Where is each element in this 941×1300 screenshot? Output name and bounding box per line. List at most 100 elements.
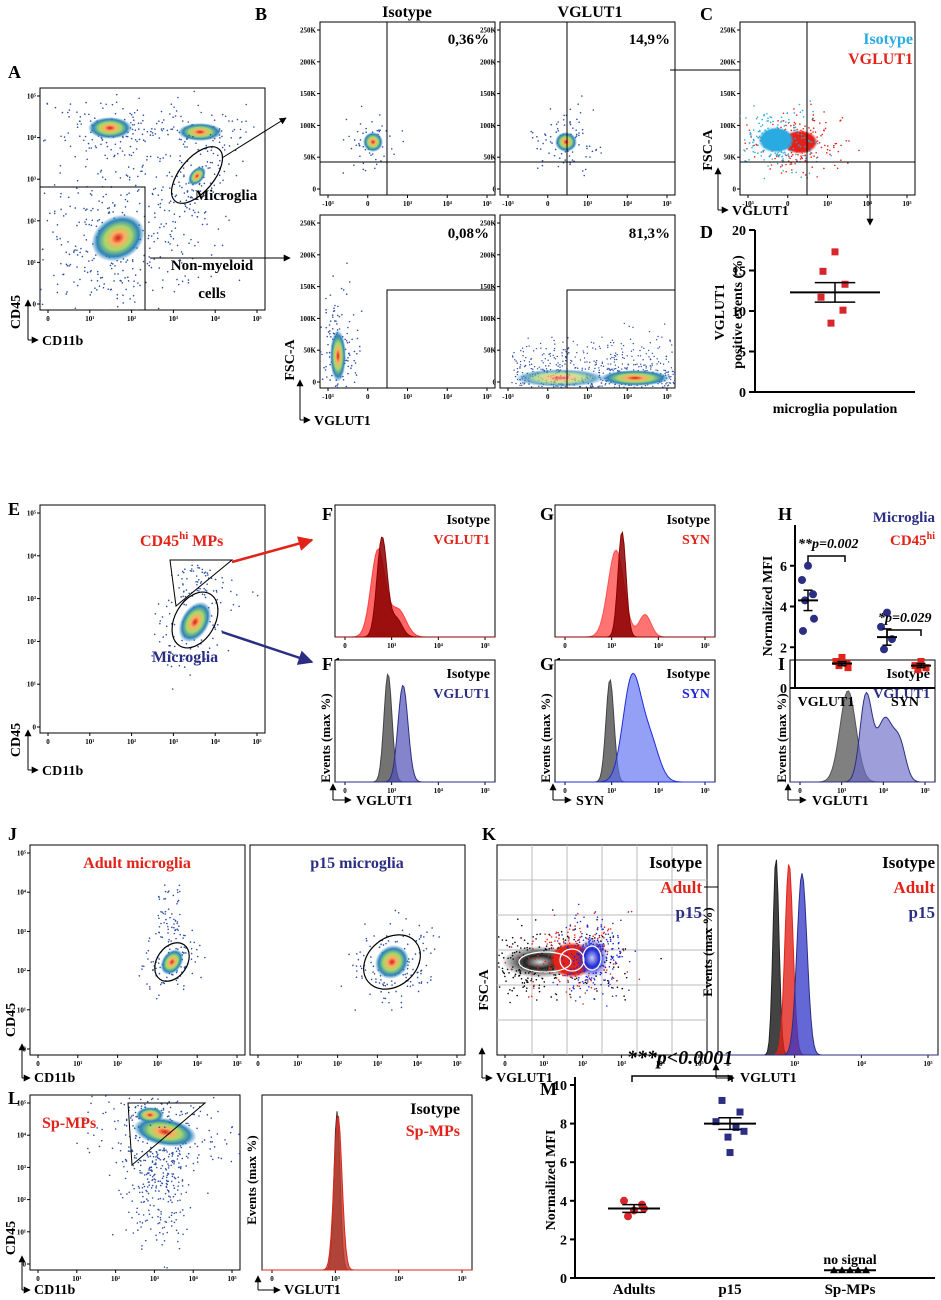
event-dot — [91, 138, 94, 141]
event-dot — [137, 122, 140, 125]
event-dot — [577, 912, 579, 915]
event-dot — [159, 256, 162, 258]
label: p15 microglia — [310, 855, 403, 872]
event-dot — [60, 192, 62, 195]
event-dot — [120, 280, 122, 282]
tick-label: 10³ — [403, 393, 412, 401]
event-dot — [176, 1158, 179, 1160]
event-dot — [519, 382, 522, 385]
tick-label: 10⁵ — [252, 738, 261, 746]
event-dot — [124, 198, 127, 201]
event-dot — [74, 307, 77, 310]
event-dot — [178, 664, 181, 667]
event-dot — [131, 1200, 133, 1202]
tick-label: 10⁵ — [482, 200, 491, 208]
event-dot — [142, 260, 145, 263]
event-dot — [49, 212, 51, 215]
event-dot — [553, 356, 555, 359]
event-dot — [351, 338, 353, 341]
density — [88, 117, 132, 139]
event-dot — [640, 363, 642, 365]
event-dot — [168, 209, 171, 212]
tick-label: 50K — [484, 347, 497, 355]
data-point — [844, 664, 852, 672]
event-dot — [569, 973, 571, 976]
event-dot — [83, 113, 86, 115]
event-dot — [570, 972, 573, 974]
event-dot — [400, 1006, 403, 1009]
plot-area — [727, 100, 860, 180]
event-dot — [146, 1219, 148, 1222]
event-dot — [230, 609, 232, 611]
event-dot — [649, 358, 652, 360]
event-dot — [363, 954, 365, 957]
event-dot — [167, 133, 169, 136]
event-dot — [665, 355, 667, 357]
density — [363, 132, 383, 152]
event-dot — [544, 365, 547, 367]
event-dot — [355, 374, 358, 376]
event-dot — [770, 164, 773, 166]
event-dot — [163, 209, 166, 212]
event-dot — [170, 128, 172, 131]
event-dot — [66, 291, 68, 293]
event-dot — [538, 366, 540, 368]
tick-label: 10¹ — [27, 259, 36, 267]
event-dot — [198, 590, 200, 592]
tick-label: 100K — [480, 315, 497, 323]
event-dot — [520, 924, 523, 927]
event-dot — [605, 938, 608, 941]
event-dot — [122, 294, 124, 297]
event-dot — [196, 948, 198, 951]
event-dot — [194, 211, 196, 214]
event-dot — [69, 263, 72, 266]
event-dot — [90, 1102, 92, 1105]
event-dot — [782, 120, 785, 122]
event-dot — [471, 933, 473, 935]
data-point — [798, 576, 806, 585]
event-dot — [776, 153, 778, 155]
event-dot — [375, 981, 377, 983]
event-dot — [180, 1110, 182, 1113]
y-tick-label: 0 — [739, 386, 746, 401]
event-dot — [184, 146, 186, 148]
event-dot — [516, 918, 519, 920]
event-dot — [128, 176, 131, 179]
data-point — [726, 1149, 734, 1157]
event-dot — [68, 116, 70, 118]
event-dot — [68, 265, 70, 267]
event-dot — [204, 658, 206, 660]
event-dot — [334, 304, 336, 307]
event-dot — [170, 665, 173, 668]
event-dot — [727, 112, 729, 114]
event-dot — [594, 911, 597, 913]
tick-label: 0 — [798, 787, 802, 795]
event-dot — [166, 1183, 169, 1186]
event-dot — [793, 129, 795, 132]
event-dot — [761, 124, 764, 126]
event-dot — [169, 916, 171, 919]
event-dot — [105, 309, 107, 310]
event-dot — [41, 248, 44, 251]
event-dot — [98, 285, 101, 287]
event-dot — [142, 114, 145, 117]
event-dot — [198, 1154, 200, 1156]
event-dot — [555, 364, 558, 366]
tick-label: 10⁵ — [662, 393, 671, 401]
event-dot — [167, 599, 170, 602]
event-dot — [567, 348, 569, 350]
event-dot — [175, 110, 178, 112]
event-dot — [568, 155, 571, 157]
event-dot — [793, 126, 795, 129]
tick-label: 10⁵ — [480, 642, 489, 650]
event-dot — [583, 357, 586, 359]
event-dot — [362, 168, 365, 171]
event-dot — [253, 126, 255, 128]
event-dot — [176, 921, 179, 923]
event-dot — [359, 951, 361, 953]
event-dot — [626, 971, 629, 973]
event-dot — [657, 369, 659, 372]
event-dot — [173, 1221, 176, 1224]
event-dot — [600, 382, 603, 384]
event-dot — [162, 157, 165, 159]
